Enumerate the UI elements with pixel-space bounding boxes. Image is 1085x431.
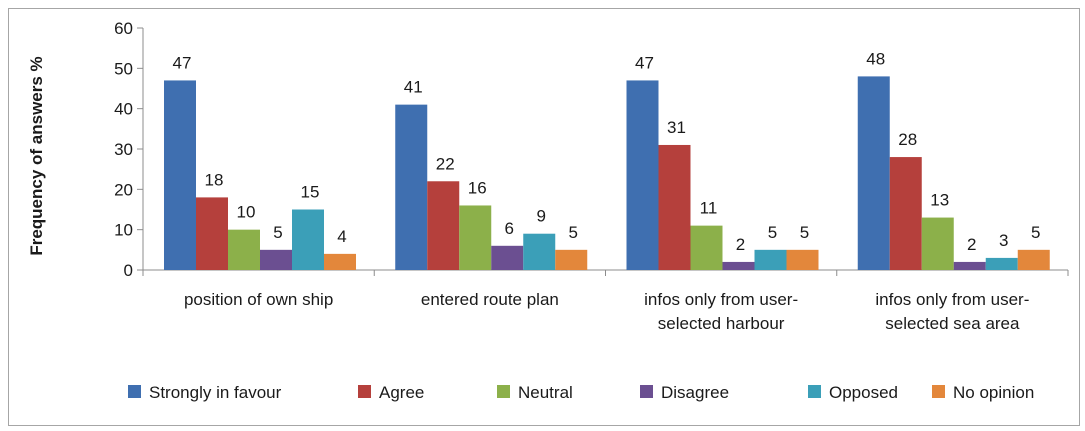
data-label: 47	[173, 53, 192, 72]
y-tick-label: 60	[114, 19, 133, 38]
bar	[324, 253, 356, 270]
category-label: selected harbour	[658, 314, 785, 333]
legend-label: Agree	[379, 383, 424, 402]
y-tick-label: 0	[124, 261, 133, 280]
bar	[786, 249, 819, 270]
bar	[164, 80, 196, 270]
legend-swatch	[358, 385, 371, 398]
data-label: 11	[700, 199, 718, 218]
y-axis-title: Frequency of answers %	[27, 56, 46, 255]
category-label: infos only from user-	[644, 290, 798, 309]
data-label: 2	[736, 235, 745, 254]
legend-label: Disagree	[661, 383, 729, 402]
category-label: entered route plan	[421, 290, 559, 309]
bar	[658, 144, 691, 270]
bar	[196, 197, 228, 270]
bar	[260, 249, 292, 270]
y-tick-label: 50	[114, 59, 133, 78]
legend-swatch	[932, 385, 945, 398]
y-tick-label: 30	[114, 140, 133, 159]
bar	[1017, 249, 1050, 270]
category-label: infos only from user-	[875, 290, 1029, 309]
data-label: 16	[468, 178, 487, 197]
bar	[953, 261, 986, 270]
data-label: 13	[930, 191, 949, 210]
legend-swatch	[497, 385, 510, 398]
bar	[626, 80, 659, 270]
data-label: 15	[301, 183, 320, 202]
legend-label: Neutral	[518, 383, 573, 402]
bar	[690, 225, 723, 270]
bar	[754, 249, 787, 270]
legend-swatch	[640, 385, 653, 398]
legend-swatch	[128, 385, 141, 398]
y-tick-label: 40	[114, 100, 133, 119]
data-label: 9	[537, 207, 546, 226]
bar	[459, 205, 492, 270]
data-label: 3	[999, 231, 1008, 250]
bar	[523, 233, 556, 270]
bar	[857, 76, 890, 271]
category-labels: position of own ship entered route plan in…	[184, 290, 1029, 333]
bar	[427, 181, 460, 270]
legend-swatch	[808, 385, 821, 398]
data-label: 22	[436, 154, 455, 173]
bar	[985, 257, 1018, 270]
bar	[921, 217, 954, 270]
data-label: 41	[404, 78, 423, 97]
data-label: 31	[667, 118, 686, 137]
bar	[292, 209, 324, 270]
bar	[395, 104, 428, 270]
data-label: 18	[205, 170, 224, 189]
data-label: 5	[569, 223, 578, 242]
data-label: 6	[505, 219, 514, 238]
data-label: 2	[967, 235, 976, 254]
legend-label: Opposed	[829, 383, 898, 402]
data-label: 10	[237, 203, 256, 222]
data-label: 5	[768, 223, 777, 242]
bar-chart: Frequency of answers % 0 10 20 30 40 50 60 47 4…	[8, 8, 1080, 426]
y-tick-label: 20	[114, 180, 133, 199]
bar	[228, 229, 260, 270]
legend-label: Strongly in favour	[149, 383, 282, 402]
data-label: 47	[635, 53, 654, 72]
bar	[722, 261, 755, 270]
bars	[164, 76, 1050, 271]
chart-frame: Frequency of answers % 0 10 20 30 40 50 60 47 4…	[8, 8, 1080, 426]
bar	[491, 245, 524, 270]
data-label: 5	[800, 223, 809, 242]
data-label: 28	[898, 130, 917, 149]
bar	[889, 157, 922, 270]
y-tick-label: 10	[114, 221, 133, 240]
category-label: selected sea area	[885, 314, 1020, 333]
data-label: 48	[866, 49, 885, 68]
legend-label: No opinion	[953, 383, 1034, 402]
bar	[555, 249, 588, 270]
legend: Strongly in favour Agree Neutral Disagree Op…	[128, 383, 1034, 402]
data-label: 5	[273, 223, 282, 242]
data-label: 5	[1031, 223, 1040, 242]
category-label: position of own ship	[184, 290, 333, 309]
data-label: 4	[337, 227, 346, 246]
